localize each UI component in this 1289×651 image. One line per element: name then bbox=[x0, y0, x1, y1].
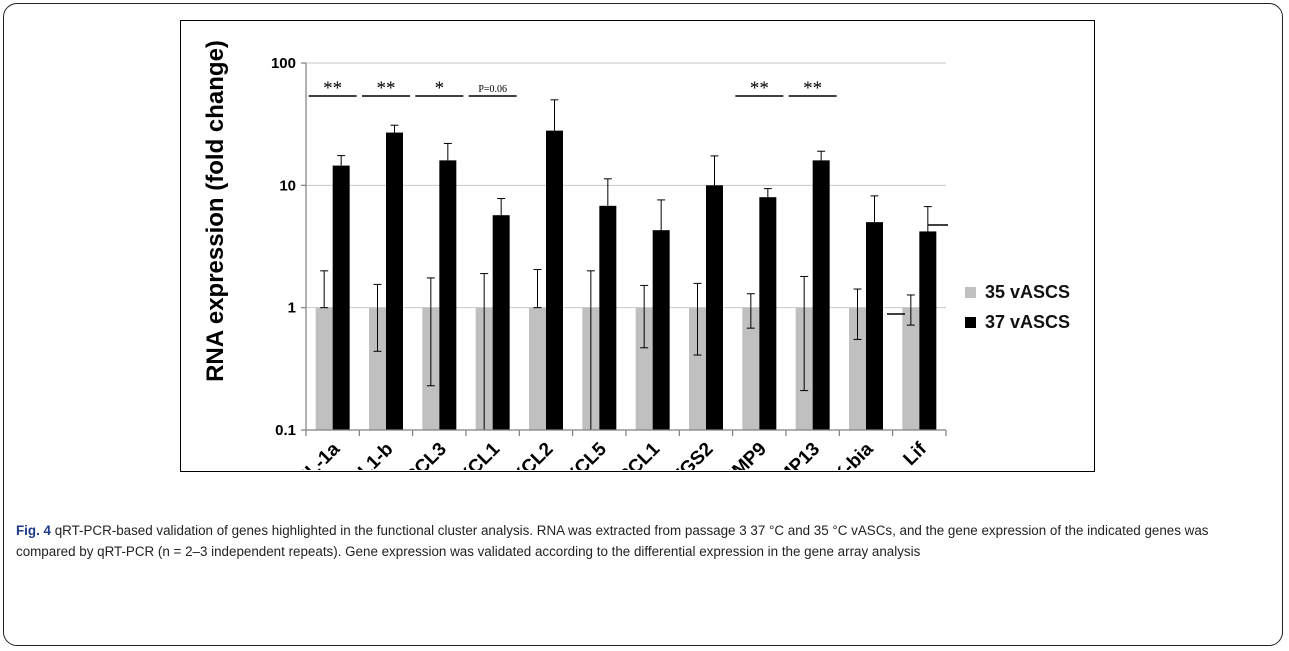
bar-35-vascs bbox=[849, 307, 866, 430]
bar-37-vascs bbox=[812, 160, 830, 430]
bar-37-vascs bbox=[759, 197, 777, 430]
y-axis-label: RNA expression (fold change) bbox=[202, 40, 229, 382]
x-tick-label: CXCL1 bbox=[445, 438, 504, 470]
significance-label: ** bbox=[803, 78, 822, 99]
caption-text: qRT-PCR-based validation of genes highli… bbox=[16, 523, 1209, 559]
bar-35-vascs bbox=[902, 307, 920, 430]
x-tick-label: MMP9 bbox=[717, 439, 771, 470]
x-tick-label: Lif bbox=[900, 438, 932, 470]
legend-swatch bbox=[965, 287, 976, 298]
bar-35-vascs bbox=[529, 307, 546, 430]
significance-label: ** bbox=[750, 78, 769, 99]
bar-37-vascs bbox=[386, 132, 403, 430]
figure-label: Fig. 4 bbox=[16, 523, 51, 538]
significance-label: P=0.06 bbox=[478, 84, 507, 95]
significance-label: ** bbox=[323, 78, 342, 99]
bar-35-vascs bbox=[742, 307, 760, 430]
y-tick-label: 1 bbox=[288, 300, 296, 317]
y-tick-label: 0.1 bbox=[275, 422, 296, 439]
bar-37-vascs bbox=[546, 130, 563, 430]
legend-label: 37 vASCS bbox=[985, 312, 1070, 332]
bar-37-vascs bbox=[652, 230, 670, 430]
bar-37-vascs bbox=[866, 222, 883, 430]
x-tick-label: PTGS2 bbox=[659, 439, 718, 470]
legend-label: 35 vASCS bbox=[985, 282, 1070, 302]
figure-frame bbox=[3, 3, 1283, 646]
bar-37-vascs bbox=[706, 185, 723, 430]
bar-37-vascs bbox=[332, 165, 350, 430]
legend-swatch bbox=[965, 317, 976, 328]
bar-35-vascs bbox=[315, 307, 333, 430]
x-tick-label: MMP13 bbox=[763, 439, 824, 470]
significance-label: ** bbox=[377, 78, 396, 99]
bar-35-vascs bbox=[369, 307, 386, 430]
bar-35-vascs bbox=[689, 307, 706, 430]
x-tick-label: CXCL5 bbox=[552, 438, 611, 470]
y-tick-label: 10 bbox=[279, 177, 296, 194]
significance-label: * bbox=[435, 78, 445, 99]
bar-37-vascs bbox=[439, 160, 457, 430]
x-tick-label: IL-1a bbox=[298, 438, 345, 470]
bar-37-vascs bbox=[919, 231, 937, 430]
y-tick-label: 100 bbox=[271, 55, 296, 72]
bar-37-vascs bbox=[599, 205, 617, 430]
x-tick-label: CCL3 bbox=[401, 439, 451, 470]
x-tick-label: CXCL2 bbox=[499, 439, 558, 470]
figure-caption: Fig. 4 qRT-PCR-based validation of genes… bbox=[16, 520, 1271, 562]
bar-37-vascs bbox=[492, 215, 510, 430]
bar-35-vascs bbox=[635, 307, 653, 430]
x-tick-label: IL1-b bbox=[351, 439, 398, 470]
